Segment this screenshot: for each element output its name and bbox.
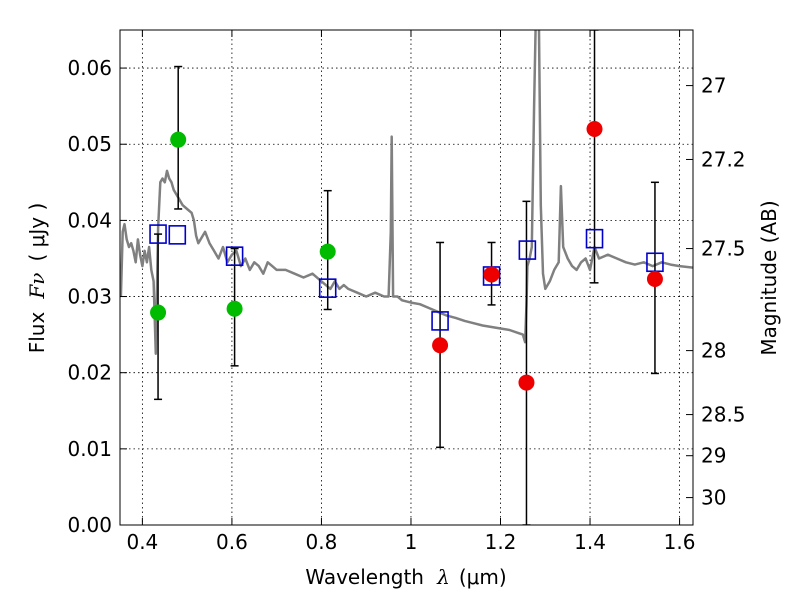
y-tick-label: 0.04 [67, 208, 112, 232]
observed-optical-point [150, 304, 167, 321]
x-tick-label: 1 [405, 530, 418, 554]
model-photometry-square [318, 278, 337, 298]
x-tick-label: 0.6 [216, 530, 248, 554]
axis-ticks: 0.4 0.6 0.8 1 1.2 1.4 1.6 0.00 0.01 0.02 0.03 0.04 0… [67, 30, 746, 554]
x-tick-label: 1.6 [664, 530, 696, 554]
y-tick-label: 0.06 [67, 56, 112, 80]
observed-optical-point [226, 300, 243, 317]
model-photometry-square [225, 246, 244, 266]
observed-optical-point [319, 243, 336, 260]
y2-tick-label: 27 [701, 74, 726, 98]
grid-lines [120, 30, 693, 526]
y2-tick-label: 29 [701, 444, 726, 468]
plot-area [120, 30, 693, 525]
observed-nir-point [646, 271, 663, 288]
observed-nir-point [586, 121, 603, 137]
model-photometry-square [585, 228, 604, 249]
y2-axis-label: Magnitude (AB) [757, 200, 781, 355]
observed-nir-point [432, 337, 449, 354]
y-axis-label: Flux Fν ( μJy ) [25, 203, 49, 354]
y-tick-label: 0.02 [67, 361, 112, 385]
observed-nir-point [483, 266, 500, 283]
y-tick-label: 0.00 [67, 513, 112, 537]
model-photometry-square [149, 224, 167, 244]
observed-nir-point [518, 374, 535, 391]
x-tick-label: 0.8 [306, 530, 338, 554]
x-tick-label: 1.2 [485, 530, 517, 554]
plot-frame [119, 29, 694, 526]
y2-tick-label: 28 [701, 339, 726, 363]
y-tick-label: 0.05 [67, 132, 112, 156]
y2-tick-label: 28.5 [701, 403, 746, 427]
x-axis-label: Wavelength λ (μm) [305, 565, 506, 589]
y2-tick-label: 27.2 [701, 147, 746, 171]
model-sed-line [120, 30, 693, 355]
model-photometry-square [168, 225, 187, 245]
x-tick-label: 1.4 [574, 530, 606, 554]
observed-optical-point [170, 131, 187, 148]
model-photometry-square [518, 240, 537, 260]
y2-tick-label: 27.5 [701, 237, 746, 261]
y-tick-label: 0.03 [67, 285, 112, 309]
y-tick-label: 0.01 [67, 437, 112, 461]
data-markers [149, 121, 664, 391]
model-photometry-square [431, 311, 449, 331]
y2-tick-label: 30 [701, 486, 726, 510]
x-tick-label: 0.4 [126, 530, 158, 554]
